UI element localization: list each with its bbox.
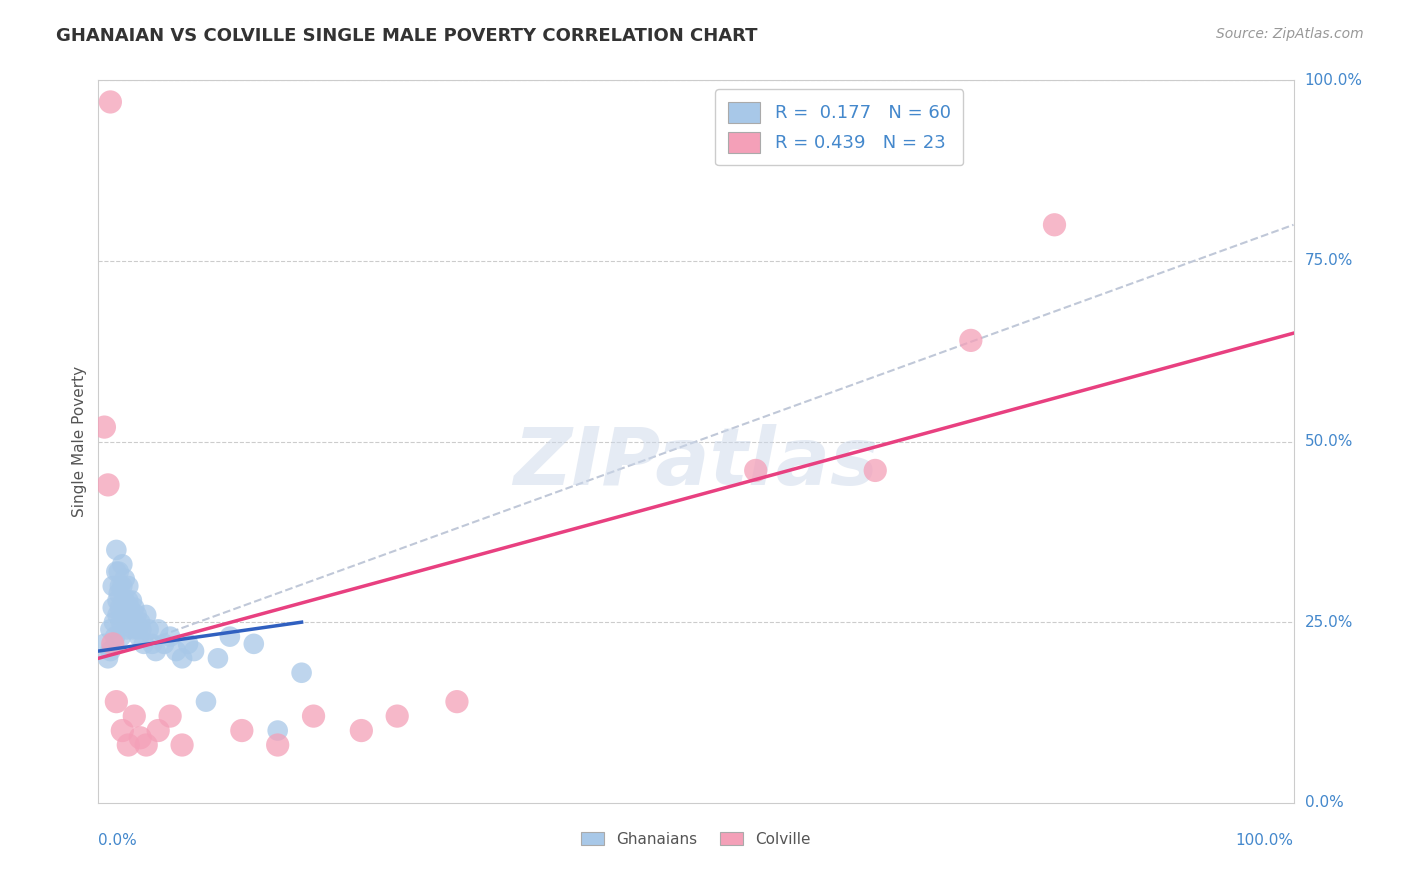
Point xyxy=(745,463,768,477)
Point xyxy=(103,615,125,630)
Point xyxy=(865,463,887,477)
Point xyxy=(114,572,136,586)
Point xyxy=(117,738,139,752)
Point xyxy=(117,593,139,607)
Point xyxy=(135,738,157,752)
Point xyxy=(153,637,176,651)
Point xyxy=(124,709,146,723)
Point xyxy=(93,637,115,651)
Point xyxy=(98,95,122,109)
Point xyxy=(98,623,122,637)
Point xyxy=(128,630,150,644)
Point xyxy=(159,709,181,723)
Text: 100.0%: 100.0% xyxy=(1305,73,1362,87)
Point xyxy=(101,579,124,593)
Point xyxy=(129,731,152,745)
Text: 100.0%: 100.0% xyxy=(1236,833,1294,848)
Point xyxy=(195,695,218,709)
Point xyxy=(243,637,266,651)
Point xyxy=(207,651,229,665)
Point xyxy=(141,637,163,651)
Point xyxy=(177,637,200,651)
Point xyxy=(110,615,132,630)
Text: Source: ZipAtlas.com: Source: ZipAtlas.com xyxy=(1216,27,1364,41)
Text: 25.0%: 25.0% xyxy=(1305,615,1353,630)
Point xyxy=(446,695,468,709)
Point xyxy=(115,623,138,637)
Point xyxy=(159,630,181,644)
Point xyxy=(111,558,134,572)
Point xyxy=(183,644,205,658)
Point xyxy=(117,579,139,593)
Point xyxy=(112,607,135,622)
Point xyxy=(350,723,373,738)
Point xyxy=(108,579,131,593)
Point xyxy=(1043,218,1066,232)
Point xyxy=(107,565,129,579)
Point xyxy=(302,709,325,723)
Point xyxy=(145,644,167,658)
Point xyxy=(127,623,149,637)
Point xyxy=(111,579,134,593)
Point xyxy=(101,637,124,651)
Point xyxy=(101,600,124,615)
Point xyxy=(107,607,129,622)
Point xyxy=(110,630,132,644)
Point xyxy=(135,607,157,622)
Point xyxy=(138,623,160,637)
Point xyxy=(112,593,135,607)
Point xyxy=(122,623,145,637)
Point xyxy=(118,615,141,630)
Point xyxy=(124,615,146,630)
Point xyxy=(104,630,127,644)
Point xyxy=(124,600,146,615)
Point xyxy=(231,723,253,738)
Point xyxy=(172,651,194,665)
Point xyxy=(98,644,122,658)
Point xyxy=(165,644,187,658)
Point xyxy=(120,607,142,622)
Text: GHANAIAN VS COLVILLE SINGLE MALE POVERTY CORRELATION CHART: GHANAIAN VS COLVILLE SINGLE MALE POVERTY… xyxy=(56,27,758,45)
Point xyxy=(267,738,290,752)
Point xyxy=(108,600,131,615)
Point xyxy=(105,565,128,579)
Point xyxy=(960,334,983,348)
Y-axis label: Single Male Poverty: Single Male Poverty xyxy=(72,366,87,517)
Point xyxy=(125,607,148,622)
Text: 0.0%: 0.0% xyxy=(1305,796,1343,810)
Point xyxy=(172,738,194,752)
Point xyxy=(118,600,141,615)
Text: 0.0%: 0.0% xyxy=(98,833,138,848)
Point xyxy=(115,600,138,615)
Point xyxy=(105,542,128,557)
Legend: Ghanaians, Colville: Ghanaians, Colville xyxy=(575,826,817,853)
Point xyxy=(131,623,153,637)
Point xyxy=(93,420,115,434)
Point xyxy=(121,615,143,630)
Point xyxy=(291,665,314,680)
Text: 50.0%: 50.0% xyxy=(1305,434,1353,449)
Point xyxy=(132,637,155,651)
Text: 75.0%: 75.0% xyxy=(1305,253,1353,268)
Point xyxy=(219,630,242,644)
Text: ZIPatlas: ZIPatlas xyxy=(513,425,879,502)
Point xyxy=(97,478,120,492)
Point xyxy=(105,695,128,709)
Point xyxy=(111,723,134,738)
Point xyxy=(97,651,120,665)
Point xyxy=(129,615,152,630)
Point xyxy=(267,723,290,738)
Point xyxy=(115,615,138,630)
Point xyxy=(121,593,143,607)
Point xyxy=(107,586,129,600)
Point xyxy=(148,623,170,637)
Point xyxy=(385,709,409,723)
Point xyxy=(148,723,170,738)
Point xyxy=(114,593,136,607)
Point xyxy=(107,593,129,607)
